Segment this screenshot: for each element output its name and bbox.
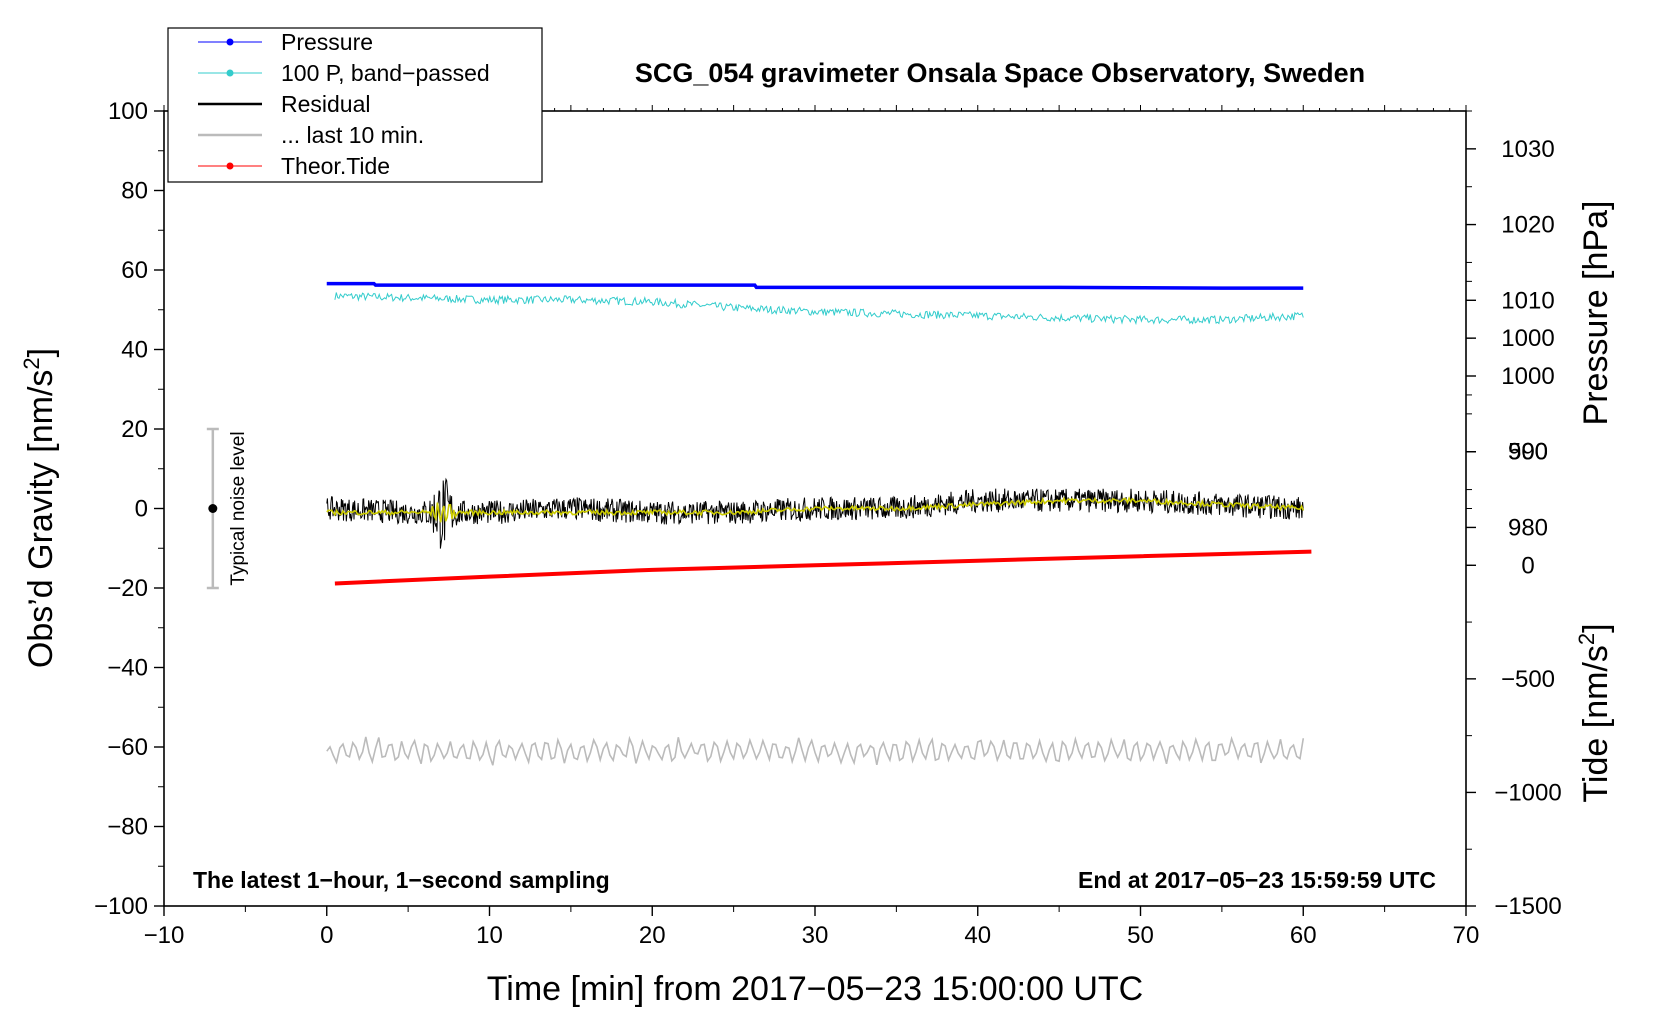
- y-tick-label-left: −60: [107, 734, 148, 761]
- x-tick-label: 70: [1453, 922, 1480, 949]
- legend-marker: [226, 38, 234, 46]
- noise-level-indicator: Typical noise level: [206, 427, 249, 590]
- y-tick-label-left: 0: [135, 496, 148, 523]
- legend-label: 100 P, band−passed: [281, 60, 490, 86]
- legend-label: Theor.Tide: [281, 153, 390, 179]
- y-tick-label-pressure: 1020: [1501, 212, 1554, 239]
- legend-label: ... last 10 min.: [281, 122, 424, 148]
- series-layer: [326, 281, 1312, 766]
- y-tick-label-tide: 0: [1521, 552, 1534, 579]
- y-axis-label-gravity-main: Obs’d Gravity [nm/s: [22, 370, 60, 669]
- axes-layer: −10 0 10 20 30 40 50 60 70−100−80−60−40−20020406…: [94, 98, 1562, 949]
- noise-level-label: Typical noise level: [228, 431, 249, 585]
- y-tick-label-tide: 1000: [1501, 325, 1554, 352]
- x-tick-label: 40: [964, 922, 991, 949]
- x-tick-label: −10: [144, 922, 185, 949]
- y-axis-label-tide-close: ]: [1577, 623, 1615, 632]
- legend: Pressure 100 P, band−passed Residual ... la…: [167, 27, 543, 183]
- series-last-10-min: [326, 735, 1305, 766]
- y-axis-label-tide-sup: 2: [1574, 633, 1599, 645]
- y-tick-label-left: 100: [108, 98, 148, 125]
- x-tick-label: 60: [1290, 922, 1317, 949]
- y-tick-label-left: 60: [121, 257, 148, 284]
- y-axis-label-gravity: Obs’d Gravity [nm/s2]: [19, 348, 60, 668]
- y-tick-label-pressure: 980: [1508, 514, 1548, 541]
- x-tick-label: 30: [802, 922, 829, 949]
- end-time-note: End at 2017−05−23 15:59:59 UTC: [1078, 867, 1436, 893]
- legend-label: Residual: [281, 91, 371, 117]
- y-tick-label-left: −100: [94, 893, 148, 920]
- x-tick-label: 0: [320, 922, 333, 949]
- series-residual-smoothed: [326, 496, 1305, 523]
- y-tick-label-pressure: 990: [1508, 439, 1548, 466]
- y-tick-label-left: 40: [121, 337, 148, 364]
- noise-level-dot: [208, 504, 218, 513]
- y-tick-label-left: −80: [107, 814, 148, 841]
- y-axis-label-tide-main: Tide [nm/s: [1577, 645, 1615, 802]
- series-theor-tide: [334, 549, 1312, 586]
- y-tick-label-left: 80: [121, 178, 148, 205]
- chart-title: SCG_054 gravimeter Onsala Space Observat…: [635, 58, 1365, 88]
- legend-marker: [226, 69, 234, 77]
- sampling-note: The latest 1−hour, 1−second sampling: [193, 867, 610, 893]
- y-tick-label-pressure: 1010: [1501, 287, 1554, 314]
- x-tick-label: 10: [476, 922, 503, 949]
- y-tick-label-tide: −1000: [1494, 779, 1561, 806]
- y-axis-label-gravity-close: ]: [22, 348, 60, 357]
- y-axis-label-pressure: Pressure [hPa]: [1577, 201, 1615, 426]
- y-tick-label-tide: −500: [1501, 666, 1555, 693]
- x-tick-label: 20: [639, 922, 666, 949]
- series-pressure: [326, 281, 1304, 290]
- y-tick-label-left: 20: [121, 416, 148, 443]
- y-tick-label-left: −40: [107, 655, 148, 682]
- y-tick-label-tide: 500: [1508, 439, 1548, 466]
- y-tick-label-pressure: 1030: [1501, 136, 1554, 163]
- series-pressure-bandpassed: [334, 292, 1304, 326]
- legend-marker: [226, 162, 234, 170]
- x-axis-label: Time [min] from 2017−05−23 15:00:00 UTC: [487, 970, 1143, 1008]
- y-axis-label-gravity-sup: 2: [19, 357, 44, 369]
- legend-label: Pressure: [281, 29, 373, 55]
- y-axis-label-tide: Tide [nm/s2]: [1574, 623, 1615, 802]
- series-residual: [326, 477, 1304, 549]
- y-tick-label-tide: −1500: [1494, 893, 1561, 920]
- y-tick-label-left: −20: [107, 575, 148, 602]
- x-tick-label: 50: [1127, 922, 1154, 949]
- y-tick-label-pressure: 1000: [1501, 363, 1554, 390]
